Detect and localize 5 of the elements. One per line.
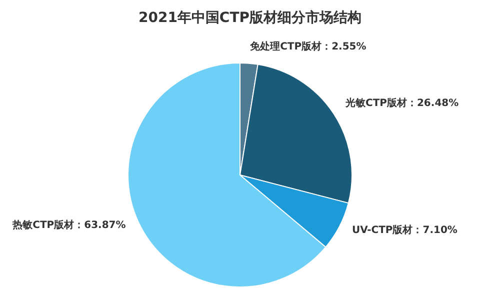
slice-label: 光敏CTP版材：26.48%	[344, 97, 459, 110]
slice-label: 热敏CTP版材：63.87%	[12, 219, 126, 232]
chart-title: 2021年中国CTP版材细分市场结构	[138, 9, 362, 26]
slice-label: UV-CTP版材：7.10%	[352, 224, 458, 236]
slice-label: 免处理CTP版材：2.55%	[249, 40, 366, 52]
